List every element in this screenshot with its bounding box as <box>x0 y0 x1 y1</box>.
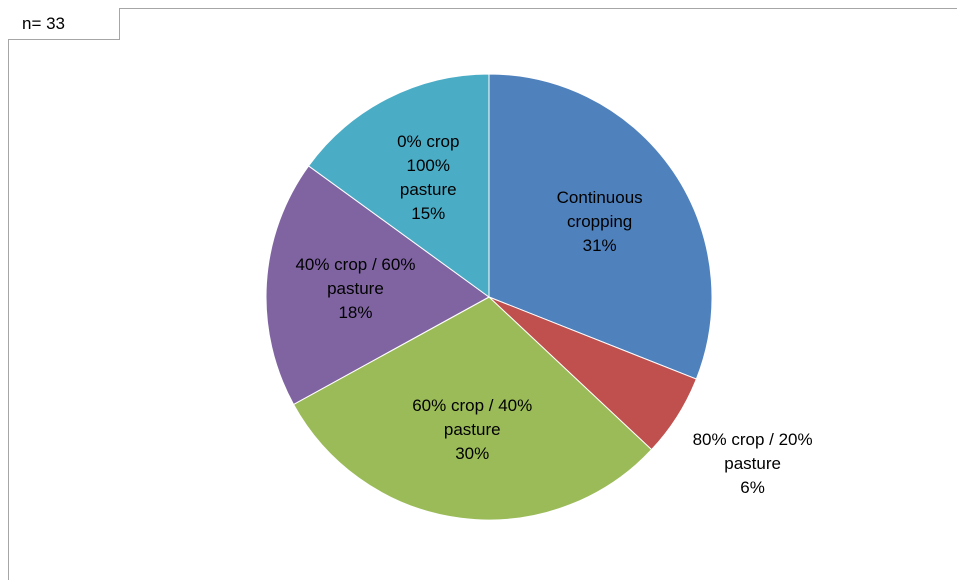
category-label: 0% crop 100% pasture <box>397 131 460 199</box>
chart-frame <box>8 8 957 580</box>
data-label: 40% crop / 60% pasture 18% <box>285 253 425 325</box>
pie-slice <box>292 296 653 521</box>
value-label: 15% <box>411 203 446 223</box>
category-label: 80% crop / 20% pasture <box>692 430 813 474</box>
pie-slice <box>307 73 490 298</box>
annotation: n= 33 <box>8 8 120 40</box>
category-label: Continuous cropping <box>556 187 643 231</box>
category-label: 60% crop / 40% pasture <box>412 395 533 439</box>
pie-slice <box>265 165 490 406</box>
value-label: 30% <box>455 443 490 463</box>
data-label: 80% crop / 20% pasture 6% <box>663 428 843 500</box>
category-label: 40% crop / 60% pasture <box>295 254 416 298</box>
pie-slice <box>488 73 713 380</box>
value-label: 18% <box>338 302 373 322</box>
data-label: 0% crop 100% pasture 15% <box>383 130 473 226</box>
value-label: 6% <box>740 478 765 498</box>
data-label: Continuous cropping 31% <box>535 186 665 258</box>
data-label: 60% crop / 40% pasture 30% <box>382 394 562 466</box>
value-label: 31% <box>582 235 617 255</box>
